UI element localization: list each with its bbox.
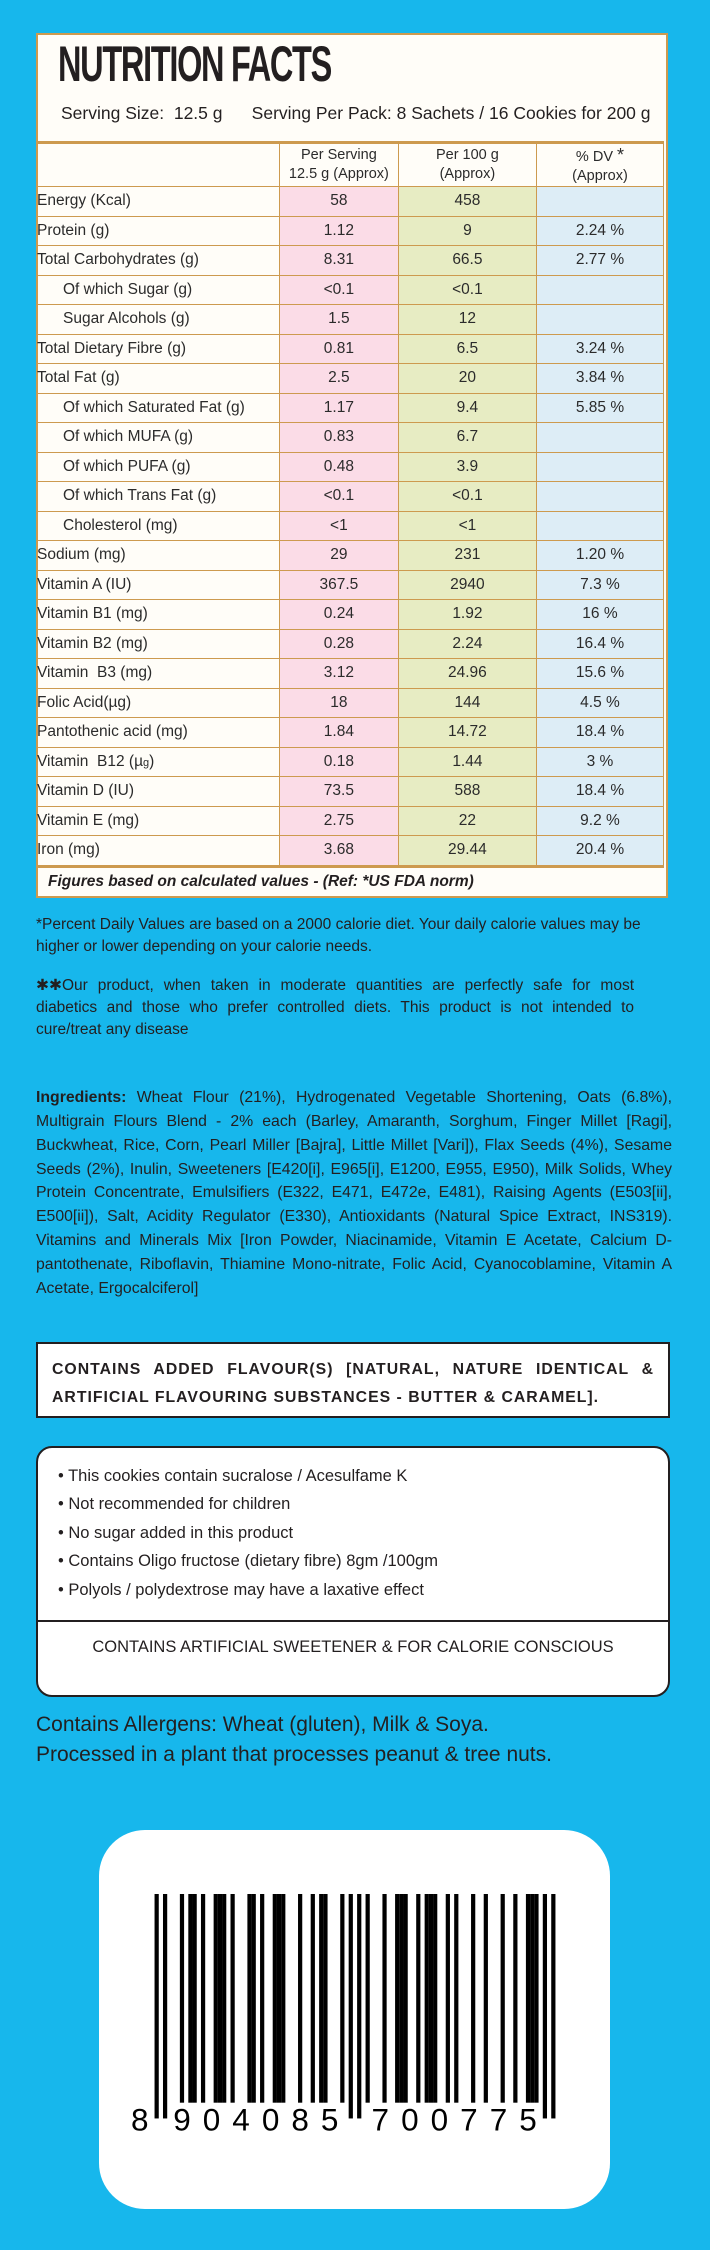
svg-text:5: 5 (320, 2102, 338, 2138)
svg-text:8: 8 (291, 2102, 309, 2138)
svg-text:0: 0 (261, 2102, 279, 2138)
svg-text:7: 7 (460, 2102, 478, 2138)
svg-text:7: 7 (371, 2102, 389, 2138)
svg-text:8: 8 (131, 2102, 149, 2138)
svg-text:4: 4 (232, 2102, 250, 2138)
svg-text:0: 0 (401, 2102, 419, 2138)
svg-text:0: 0 (430, 2102, 448, 2138)
svg-text:0: 0 (202, 2102, 220, 2138)
svg-text:5: 5 (519, 2102, 537, 2138)
svg-text:9: 9 (173, 2102, 191, 2138)
svg-text:7: 7 (489, 2102, 507, 2138)
